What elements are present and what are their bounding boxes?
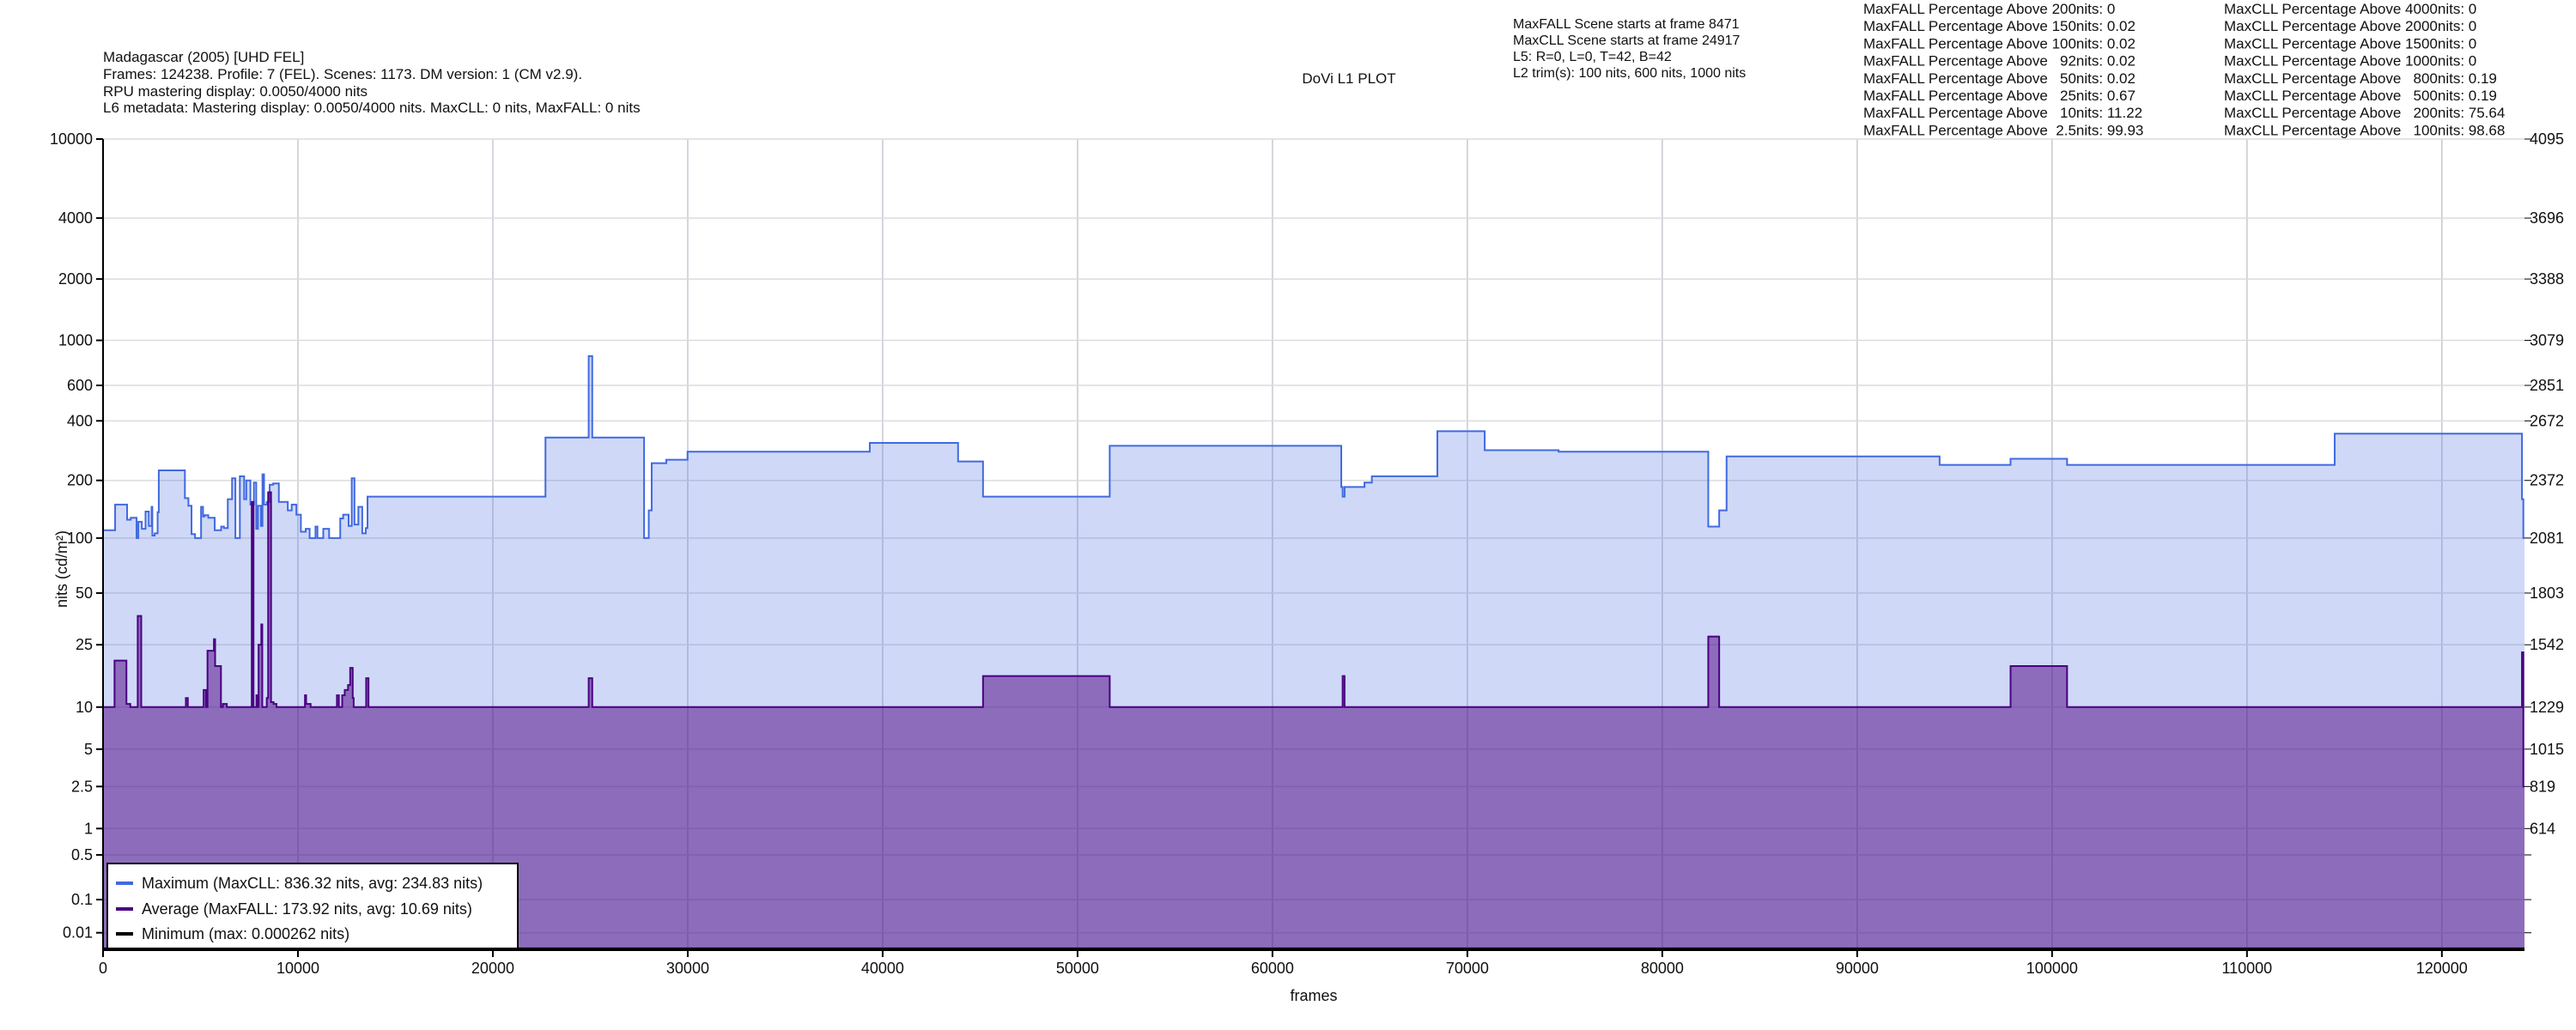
maxfall-stats-row: MaxFALL Percentage Above 10nits: 11.22 <box>1863 105 2142 121</box>
y-tick-label-left: 2000 <box>58 270 93 288</box>
rpu-mastering-info: RPU mastering display: 0.0050/4000 nits <box>103 83 368 100</box>
x-tick-label: 70000 <box>1446 960 1489 977</box>
y-tick-label-left: 200 <box>67 472 93 489</box>
legend-label-minimum: Minimum (max: 0.000262 nits) <box>142 925 349 942</box>
y-tick-label-left: 10 <box>76 699 93 716</box>
y-tick-label-right: 3079 <box>2530 332 2564 349</box>
y-tick-label-left: 50 <box>76 585 93 602</box>
maxfall-scene-info: MaxFALL Scene starts at frame 8471 <box>1513 17 1740 32</box>
x-tick-label: 0 <box>99 960 107 977</box>
x-tick-label: 20000 <box>471 960 514 977</box>
x-tick-label: 110000 <box>2221 960 2272 977</box>
y-axis-label: nits (cd/m²) <box>53 530 70 608</box>
y-tick-label-left: 100 <box>67 530 93 547</box>
maxfall-stats-row: MaxFALL Percentage Above 2.5nits: 99.93 <box>1863 122 2143 138</box>
y-tick-label-left: 600 <box>67 377 93 394</box>
movie-title: Madagascar (2005) [UHD FEL] <box>103 49 304 65</box>
y-tick-label-right: 819 <box>2530 778 2555 795</box>
maxcll-stats-row: MaxCLL Percentage Above 4000nits: 0 <box>2224 1 2476 17</box>
y-tick-label-left: 1000 <box>58 332 93 349</box>
maxfall-stats-row: MaxFALL Percentage Above 25nits: 0.67 <box>1863 88 2136 104</box>
legend: Maximum (MaxCLL: 836.32 nits, avg: 234.8… <box>106 863 519 949</box>
series-layer <box>103 354 2524 950</box>
maxfall-stats-row: MaxFALL Percentage Above 150nits: 0.02 <box>1863 18 2136 34</box>
y-tick-label-right: 2372 <box>2530 472 2564 489</box>
ticks: 0 10000 20000 30000 40000 50000 60000 70000 8000… <box>50 130 2564 977</box>
x-tick-label: 30000 <box>666 960 709 977</box>
maxcll-scene-info: MaxCLL Scene starts at frame 24917 <box>1513 33 1741 48</box>
y-tick-label-left: 25 <box>76 636 93 653</box>
x-tick-label: 120000 <box>2416 960 2468 977</box>
maxcll-stats-row: MaxCLL Percentage Above 200nits: 75.64 <box>2224 105 2505 121</box>
maxfall-stats-row: MaxFALL Percentage Above 50nits: 0.02 <box>1863 70 2136 87</box>
l2-trims-info: L2 trim(s): 100 nits, 600 nits, 1000 nit… <box>1513 66 1746 81</box>
y-tick-label-right: 1542 <box>2530 636 2564 653</box>
l5-info: L5: R=0, L=0, T=42, B=42 <box>1513 50 1672 64</box>
y-tick-label-left: 0.5 <box>71 846 93 863</box>
x-tick-label: 50000 <box>1056 960 1099 977</box>
y-tick-label-right: 2851 <box>2530 377 2564 394</box>
y-tick-label-right: 2081 <box>2530 530 2564 547</box>
y-tick-label-right: 1015 <box>2530 741 2564 758</box>
l6-metadata-info: L6 metadata: Mastering display: 0.0050/4… <box>103 100 641 116</box>
maxfall-stats-row: MaxFALL Percentage Above 100nits: 0.02 <box>1863 35 2136 52</box>
plot-title: DoVi L1 PLOT <box>1302 70 1395 87</box>
legend-label-average: Average (MaxFALL: 173.92 nits, avg: 10.6… <box>142 900 472 918</box>
average-line <box>103 491 2524 788</box>
maxcll-stats-row: MaxCLL Percentage Above 500nits: 0.19 <box>2224 88 2497 104</box>
average-area <box>103 492 2524 950</box>
x-tick-label: 60000 <box>1251 960 1294 977</box>
y-tick-label-right: 3388 <box>2530 270 2564 288</box>
x-axis-label: frames <box>1290 987 1337 1004</box>
y-tick-label-left: 1 <box>84 820 93 837</box>
x-tick-label: 40000 <box>861 960 904 977</box>
legend-box <box>106 863 519 949</box>
frames-info: Frames: 124238. Profile: 7 (FEL). Scenes… <box>103 66 582 82</box>
y-tick-label-right: 1229 <box>2530 699 2564 716</box>
maximum-line <box>103 354 2524 539</box>
y-tick-label-right: 3696 <box>2530 209 2564 227</box>
y-tick-label-left: 0.01 <box>63 924 93 942</box>
maxfall-stats: MaxFALL Percentage Above 200nits: 0MaxFA… <box>1863 1 2143 138</box>
y-tick-label-left: 10000 <box>50 130 93 148</box>
y-tick-label-left: 0.1 <box>71 891 93 908</box>
y-tick-label-right: 1803 <box>2530 585 2564 602</box>
y-tick-label-right: 4095 <box>2530 130 2564 148</box>
y-tick-label-left: 5 <box>84 741 93 758</box>
x-tick-label: 100000 <box>2026 960 2078 977</box>
y-tick-label-right: 614 <box>2530 820 2555 837</box>
x-tick-label: 10000 <box>276 960 319 977</box>
legend-label-maximum: Maximum (MaxCLL: 836.32 nits, avg: 234.8… <box>142 875 483 892</box>
maxfall-stats-row: MaxFALL Percentage Above 92nits: 0.02 <box>1863 53 2136 70</box>
maxfall-stats-row: MaxFALL Percentage Above 200nits: 0 <box>1863 1 2115 17</box>
maxcll-stats-row: MaxCLL Percentage Above 1500nits: 0 <box>2224 35 2476 52</box>
maxcll-stats-row: MaxCLL Percentage Above 800nits: 0.19 <box>2224 70 2497 87</box>
y-tick-label-left: 2.5 <box>71 778 93 795</box>
maxcll-stats-row: MaxCLL Percentage Above 100nits: 98.68 <box>2224 122 2505 138</box>
y-tick-label-left: 4000 <box>58 209 93 227</box>
maxcll-stats: MaxCLL Percentage Above 4000nits: 0MaxCL… <box>2224 1 2505 138</box>
y-tick-label-right: 2672 <box>2530 412 2564 429</box>
maxcll-stats-row: MaxCLL Percentage Above 1000nits: 0 <box>2224 53 2476 70</box>
x-tick-label: 90000 <box>1836 960 1879 977</box>
axes <box>102 139 2524 951</box>
x-tick-label: 80000 <box>1641 960 1684 977</box>
y-tick-label-left: 400 <box>67 412 93 429</box>
maxcll-stats-row: MaxCLL Percentage Above 2000nits: 0 <box>2224 18 2476 34</box>
